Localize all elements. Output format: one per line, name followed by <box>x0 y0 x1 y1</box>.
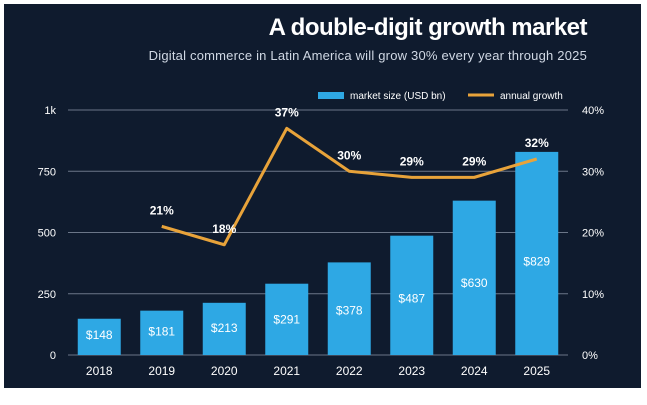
bar-value-label: $378 <box>336 303 363 317</box>
bar-value-label: $213 <box>211 321 238 335</box>
bar <box>265 283 309 355</box>
left-axis-tick-label: 1k <box>44 105 56 117</box>
growth-line <box>161 126 538 247</box>
right-axis-tick-label: 30% <box>582 166 604 178</box>
bar <box>452 200 496 355</box>
left-axis-tick-label: 750 <box>38 166 56 178</box>
legend-label-bars: market size (USD bn) <box>350 91 446 102</box>
x-axis-tick-label: 2019 <box>148 364 175 378</box>
bar-value-label: $291 <box>273 313 300 327</box>
growth-value-label: 29% <box>462 154 486 168</box>
x-axis-tick-label: 2021 <box>273 364 300 378</box>
bar <box>327 262 371 355</box>
bar <box>390 235 434 355</box>
x-axis-tick-label: 2023 <box>398 364 425 378</box>
bar <box>140 310 184 355</box>
right-axis-tick-label: 0% <box>582 350 598 362</box>
right-axis-tick-label: 10% <box>582 289 604 301</box>
x-axis-tick-label: 2018 <box>86 364 113 378</box>
bar-value-label: $487 <box>398 292 425 306</box>
chart-subtitle: Digital commerce in Latin America will g… <box>148 48 587 63</box>
bar-value-label: $148 <box>86 328 113 342</box>
x-axis-tick-label: 2020 <box>211 364 238 378</box>
chart-title: A double-digit growth market <box>268 14 588 41</box>
x-axis-tick-label: 2022 <box>336 364 363 378</box>
legend-label-line: annual growth <box>500 91 563 102</box>
bar <box>515 151 559 355</box>
x-axis-tick-label: 2025 <box>523 364 550 378</box>
growth-value-label: 18% <box>212 222 236 236</box>
growth-value-label: 30% <box>337 148 361 162</box>
bar-value-label: $181 <box>148 324 175 338</box>
bar-value-label: $630 <box>461 276 488 290</box>
legend-swatch-bars <box>318 92 344 99</box>
right-axis-tick-label: 40% <box>582 105 604 117</box>
bar-value-label: $829 <box>523 255 550 269</box>
left-axis-tick-label: 0 <box>50 350 56 362</box>
growth-value-label: 29% <box>400 154 424 168</box>
growth-value-label: 32% <box>525 136 549 150</box>
right-axis-tick-label: 20% <box>582 228 604 240</box>
growth-value-label: 21% <box>150 203 174 217</box>
bar <box>202 302 246 355</box>
left-axis-tick-label: 250 <box>38 289 56 301</box>
left-axis-tick-label: 500 <box>38 228 56 240</box>
bar <box>77 318 121 355</box>
growth-value-label: 37% <box>275 105 299 119</box>
x-axis-tick-label: 2024 <box>461 364 488 378</box>
